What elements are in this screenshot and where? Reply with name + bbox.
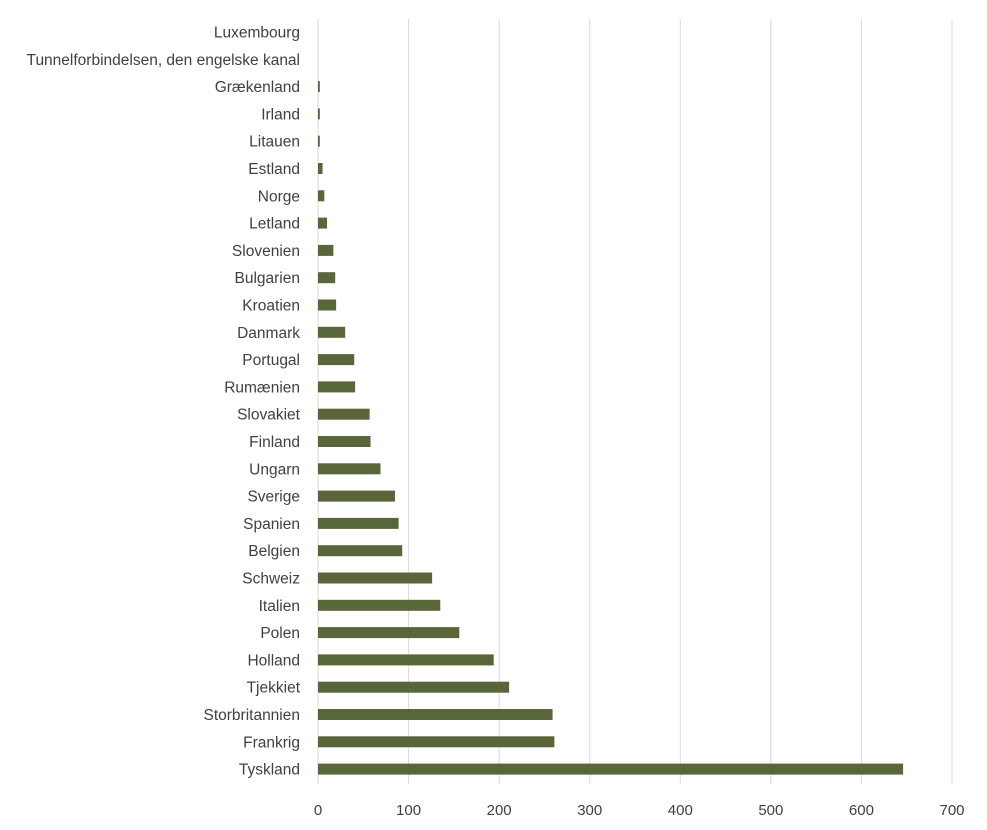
bar [318, 299, 337, 311]
bar [318, 354, 355, 366]
bars [318, 81, 904, 775]
category-label: Finland [249, 434, 300, 451]
category-label: Rumænien [224, 379, 300, 396]
bar [318, 381, 356, 393]
bar [318, 763, 904, 775]
category-label: Luxembourg [214, 25, 300, 42]
bar [318, 709, 553, 720]
category-label: Frankrig [243, 734, 300, 751]
category-label: Spanien [243, 516, 300, 533]
bar [318, 326, 346, 338]
bar [318, 681, 510, 693]
category-label: Italien [259, 598, 300, 615]
bar [318, 163, 323, 174]
bar [318, 545, 403, 557]
category-label: Danmark [237, 325, 300, 342]
category-label: Polen [260, 625, 300, 642]
bar [318, 244, 334, 256]
bar [318, 272, 336, 284]
category-label: Ungarn [249, 461, 300, 478]
category-label: Bulgarien [235, 270, 301, 287]
category-label: Grækenland [215, 79, 300, 96]
category-label: Irland [261, 106, 300, 123]
x-tick-label: 200 [487, 802, 512, 819]
category-label: Sverige [247, 489, 300, 506]
category-label: Tyskland [239, 762, 300, 779]
bar [318, 572, 433, 584]
x-tick-label: 600 [849, 802, 874, 819]
category-label: Norge [258, 188, 300, 205]
x-tick-label: 500 [758, 802, 783, 819]
bar [318, 135, 320, 147]
x-tick-label: 400 [668, 802, 693, 819]
bar [318, 81, 320, 93]
bar [318, 108, 320, 120]
bar [318, 736, 555, 748]
x-tick-label: 700 [939, 802, 964, 819]
category-label: Litauen [249, 134, 300, 151]
bar [318, 599, 441, 611]
category-label: Slovenien [232, 243, 300, 260]
category-label: Holland [247, 652, 300, 669]
bar [318, 217, 328, 229]
bar [318, 654, 494, 666]
bar [318, 490, 395, 502]
bar [318, 190, 325, 202]
category-label: Estland [248, 161, 300, 178]
x-axis-tick-labels: 0 100 200 300 400 500 600 700 [314, 802, 965, 819]
category-label: Tjekkiet [247, 680, 301, 697]
x-tick-label: 100 [396, 802, 421, 819]
category-label: Slovakiet [237, 407, 301, 424]
bar [318, 436, 371, 447]
category-label: Letland [249, 216, 300, 233]
bar [318, 517, 399, 529]
bar [318, 463, 381, 475]
bar [318, 627, 460, 639]
category-label: Belgien [248, 543, 300, 560]
bar [318, 408, 370, 420]
x-tick-label: 0 [314, 802, 322, 819]
category-label: Portugal [242, 352, 300, 369]
category-label: Kroatien [242, 298, 300, 315]
category-label: Tunnelforbindelsen, den engelske kanal [27, 52, 300, 69]
x-tick-label: 300 [577, 802, 602, 819]
category-labels: Luxembourg Tunnelforbindelsen, den engels… [27, 25, 301, 779]
category-label: Storbritannien [203, 707, 300, 724]
category-label: Schweiz [242, 571, 300, 588]
gridlines [317, 19, 953, 784]
